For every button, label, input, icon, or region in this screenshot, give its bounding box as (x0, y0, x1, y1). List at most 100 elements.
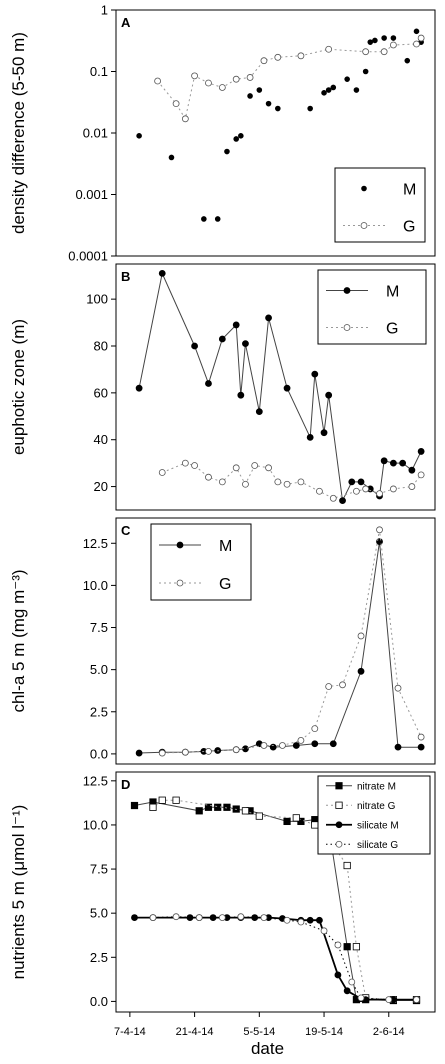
panel-c-series-line (162, 529, 422, 754)
panel-d-legend-swatch-marker (335, 782, 343, 790)
panel-b-series-g (158, 459, 425, 502)
panel-b-data-point (237, 391, 245, 399)
panel-a-data-point (275, 105, 281, 112)
x-tick-label: 5-5-14 (243, 1026, 275, 1038)
panel-d-data-point (352, 943, 361, 951)
panel-b-data-point (242, 340, 249, 348)
panel-a-data-point (321, 90, 327, 96)
panel-c-frame (115, 517, 436, 765)
panel-b-legend-label: M (386, 284, 399, 301)
panel-d-ytick-label: 0.0 (90, 994, 108, 1009)
panel-a-data-point (297, 52, 305, 60)
panel-b-data-point (325, 391, 333, 399)
panel-d-legend-swatch-marker (335, 821, 343, 829)
panel-b-data-point (242, 480, 249, 488)
panel-d-legend-label: silicate G (357, 840, 398, 851)
panel-c-data-point (269, 743, 277, 751)
x-tick-label: 21-4-14 (176, 1026, 214, 1038)
panel-b-legend-box (317, 269, 427, 345)
panel-d-legend-label: nitrate M (357, 781, 396, 792)
panel-a-ytick-label: 1 (101, 3, 108, 18)
panel-c-ytick-label: 5.0 (90, 662, 108, 677)
panel-c-data-point (260, 742, 268, 749)
panel-b-ytick-label: 40 (94, 432, 108, 447)
panel-c-legend-swatch-marker (176, 541, 184, 549)
panel-b-data-point (311, 370, 319, 378)
panel-d-data-point (223, 803, 231, 811)
panel-d-data-point (195, 914, 203, 921)
panel-d-series-silicate-g (149, 913, 420, 1004)
panel-c-data-point (357, 667, 365, 675)
panel-b-ytick-label: 100 (86, 292, 108, 307)
panel-a-legend: MG (334, 167, 426, 243)
panel-b-data-point (399, 459, 407, 467)
panel-c-ylabel: chl-a 5 m (mg m⁻³) (9, 569, 28, 712)
panel-a-data-point (238, 133, 244, 139)
panel-b-data-point (218, 478, 226, 486)
panel-c-legend-label: G (219, 576, 231, 593)
panel-b-ytick-label: 60 (94, 385, 108, 400)
panel-a-data-point (224, 148, 230, 155)
panel-d-ytick-label: 12.5 (83, 773, 108, 788)
panel-c: 0.0 2.5 5.0 7.5 10.0 12.5 chl-a 5 m (mg m⁻³) C M… (9, 517, 436, 765)
panel-d-data-point (343, 861, 351, 870)
panel-b-series-m (135, 269, 425, 505)
panel-c-data-point (329, 740, 337, 748)
panel-a-ytick-label: 0.0001 (68, 249, 108, 264)
panel-b-data-point (306, 433, 314, 441)
panel-d-series-line (134, 916, 417, 1001)
panel-a-data-point (362, 68, 369, 75)
panel-b-data-point (376, 490, 383, 498)
panel-b-legend-swatch-marker (343, 324, 351, 331)
panel-d-data-point (260, 914, 268, 921)
panel-b-data-point (297, 478, 305, 486)
panel-b-data-point (408, 483, 416, 490)
panel-b-data-point (389, 485, 397, 493)
panel-c-data-point (158, 749, 166, 757)
panel-d-ytick-label: 7.5 (90, 862, 108, 877)
panel-d-data-point (311, 821, 319, 829)
panel-c-data-point (394, 684, 402, 692)
panel-d-data-point (149, 803, 157, 811)
panel-b-data-point (329, 494, 337, 502)
panel-c-ytick-label: 2.5 (90, 704, 108, 719)
panel-a-data-point (390, 35, 397, 41)
panel-b-data-point (205, 473, 212, 481)
x-axis: 7-4-14 21-4-14 5-5-14 19-5-14 2-6-14 (114, 1012, 405, 1038)
panel-d-data-point (343, 943, 351, 951)
panel-c-data-point (135, 749, 143, 757)
panel-a-data-point (168, 154, 175, 161)
panel-d-series-line (152, 916, 417, 1001)
panel-c-data-point (376, 526, 383, 534)
panel-b-data-point (251, 462, 259, 469)
panel-d-ytick-label: 5.0 (90, 906, 108, 921)
panel-d-legend-label: silicate M (357, 820, 399, 831)
panel-a-data-point (274, 53, 282, 61)
panel-a-data-point (265, 100, 272, 107)
panel-d-data-point (306, 916, 314, 924)
panel-d-data-point (218, 914, 226, 921)
panel-a-data-point (367, 39, 374, 45)
panel-b-data-point (218, 335, 226, 343)
panel-a-data-point (191, 72, 198, 80)
panel-c-ytick-label: 0.0 (90, 746, 108, 761)
panel-c-ytick-label: 10.0 (83, 578, 108, 593)
panel-c-data-point (279, 742, 286, 749)
panel-a-data-point (246, 74, 254, 81)
panel-a-data-point (247, 93, 253, 99)
panel-d-legend: nitrate M nitrate G silicate M silicate G (317, 775, 431, 855)
panel-d-data-point (343, 987, 351, 995)
panel-c-series-g (158, 526, 425, 757)
panel-a-data-point (330, 84, 337, 91)
panel-d-data-point (209, 914, 217, 921)
panel-b-data-point (232, 321, 240, 329)
panel-a: 0.0001 0.001 0.01 0.1 1 density difference (5… (9, 3, 436, 264)
panel-a-data-point (256, 87, 263, 93)
panel-b-data-point (417, 471, 425, 479)
panel-b-data-point (265, 314, 272, 322)
panel-d-data-point (292, 814, 300, 822)
panel-a-legend-label: M (403, 182, 416, 199)
panel-c-legend-label: M (219, 538, 232, 555)
panel-d-data-point (204, 803, 213, 811)
panel-d-data-point (214, 803, 222, 811)
